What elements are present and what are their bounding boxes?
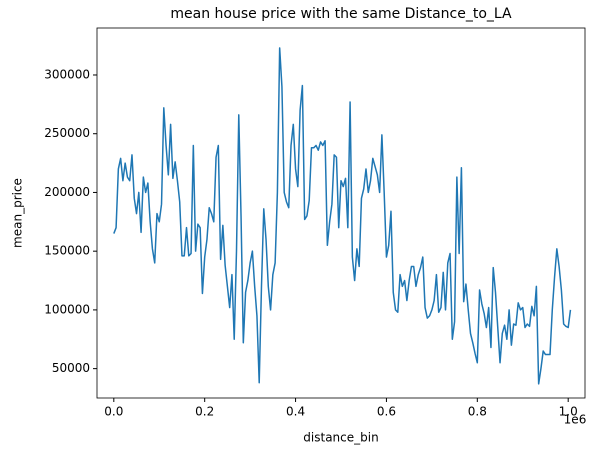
x-tick-label: 0.8 (468, 405, 487, 419)
x-tick-label: 0.2 (195, 405, 214, 419)
y-tick-label: 300000 (44, 67, 90, 81)
y-axis-label: mean_price (11, 178, 25, 248)
y-tick-label: 50000 (52, 361, 90, 375)
x-axis-label: distance_bin (303, 431, 378, 445)
plot-frame (96, 27, 586, 399)
x-tick-label: 0.6 (377, 405, 396, 419)
chart-title: mean house price with the same Distance_… (170, 6, 512, 22)
y-tick-label: 150000 (44, 244, 90, 258)
y-tick-label: 250000 (44, 126, 90, 140)
line (113, 47, 572, 385)
x-tick-label: 1.0 (559, 405, 578, 419)
x-tick-label: 0.4 (286, 405, 305, 419)
x-offset-label: 1e6 (564, 413, 587, 427)
x-tick-label: 0.0 (104, 405, 123, 419)
y-tick-label: 200000 (44, 185, 90, 199)
y-tick-label: 100000 (44, 302, 90, 316)
